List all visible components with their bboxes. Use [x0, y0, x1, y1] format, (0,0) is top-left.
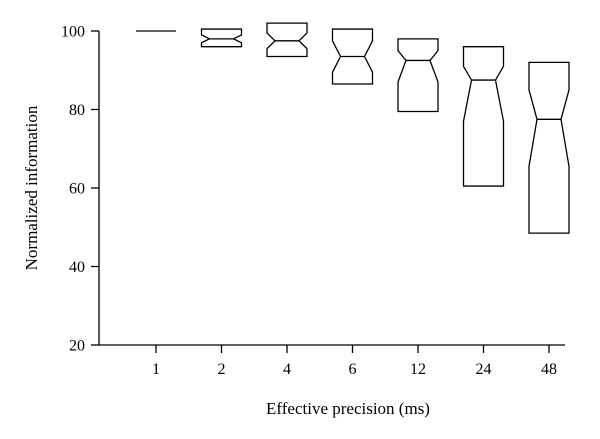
x-tick-label: 48 — [541, 361, 557, 378]
x-tick-label: 2 — [218, 361, 226, 378]
x-tick-label: 1 — [152, 361, 160, 378]
box-12 — [397, 38, 439, 113]
x-axis-title: Effective precision (ms) — [266, 399, 430, 418]
y-axis-title: Normalized information — [22, 105, 41, 270]
y-tick-label: 80 — [69, 102, 85, 119]
box-48 — [528, 61, 570, 234]
y-tick-label: 60 — [69, 181, 85, 198]
y-tick-label: 40 — [69, 259, 85, 276]
x-tick-label: 4 — [283, 361, 291, 378]
x-tick-label: 6 — [349, 361, 357, 378]
x-tick-label: 24 — [476, 361, 492, 378]
y-tick-label: 100 — [61, 24, 85, 41]
box-4 — [266, 22, 308, 58]
box-2 — [200, 28, 243, 48]
y-tick-label: 20 — [69, 338, 85, 355]
x-tick-label: 12 — [410, 361, 426, 378]
boxes — [136, 22, 570, 234]
box-24 — [462, 46, 505, 187]
